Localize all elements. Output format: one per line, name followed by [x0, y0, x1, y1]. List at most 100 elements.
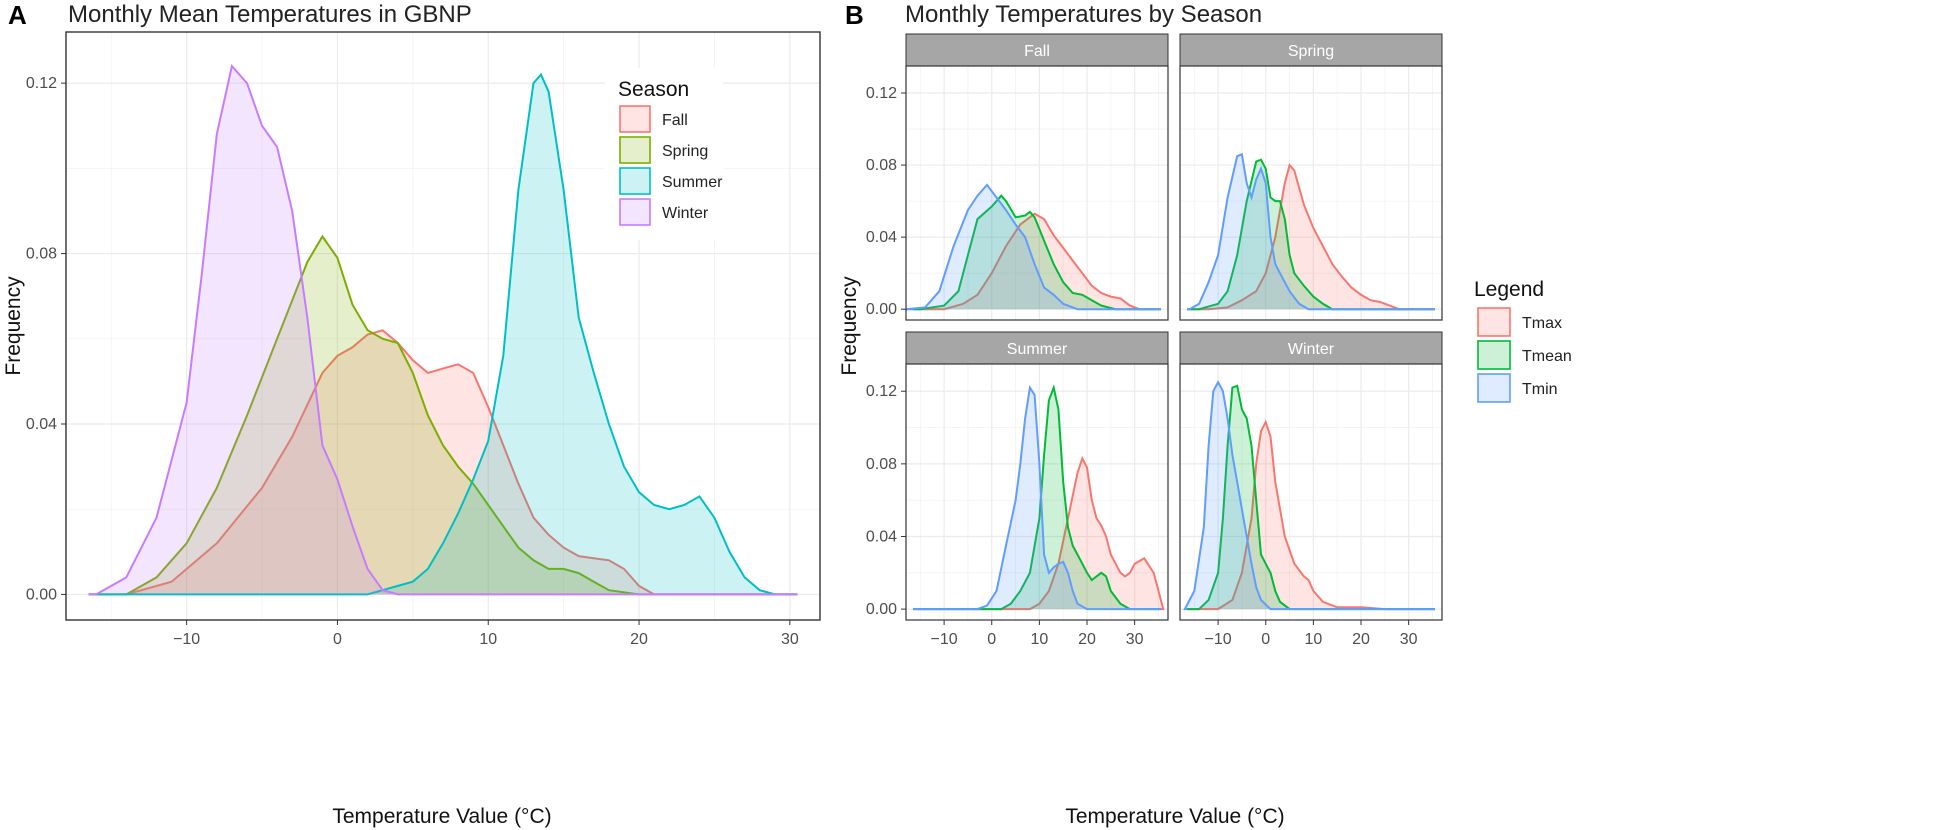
chart-a-legend-key-fall: [619, 105, 651, 133]
chart-a-x-tick-label: 20: [630, 631, 648, 648]
chart-a-line-spring: [88, 234, 798, 596]
chart-b-spring-line-tmin: [1187, 152, 1435, 311]
chart-a-legend: Season Fall Spring Summer Winter: [605, 68, 723, 240]
chart-a-y-tick-label: 0.08: [26, 246, 57, 263]
chart-b-legend-key-tmin: [1477, 373, 1511, 403]
chart-b-summer-y-tick-label: 0.12: [866, 383, 897, 400]
chart-b-winter-line-tmin: [1183, 380, 1435, 611]
chart-a-area-fall: [126, 330, 655, 595]
chart-b-summer-line-tmin: [913, 384, 1161, 611]
chart-b-winter-line-tmean: [1187, 384, 1435, 611]
chart-b-summer-x-tick-label: 10: [1030, 631, 1048, 648]
chart-b-winter-ticks: −10 0 10 20 30: [1205, 620, 1418, 648]
chart-b-winter-area-tmean: [1199, 385, 1290, 610]
chart-b-winter-line-tmax: [1187, 419, 1435, 611]
chart-b-winter-x-tick-label: 30: [1400, 631, 1418, 648]
chart-b-summer-y-tick-label: 0.08: [866, 456, 897, 473]
chart-b-title: Monthly Temperatures by Season: [905, 1, 1262, 28]
chart-b-summer-area-tmax: [1029, 458, 1164, 610]
chart-b-spring-line-tmean: [1187, 158, 1435, 311]
chart-b-summer-ticks: −10 0 10 20 30 0.00 0.04 0.08 0.12: [866, 383, 1144, 648]
chart-a: −10 0 10 20 30 0.000.040.080.12 Season FallS…: [26, 31, 821, 648]
chart-a-y-axis-label: Frequency: [2, 276, 25, 376]
chart-b-spring-area-tmax: [1208, 165, 1400, 310]
chart-b-winter-x-tick-label: −10: [1205, 631, 1232, 648]
chart-b-winter-x-tick-label: 0: [1261, 631, 1270, 648]
chart-b-summer-y-tick-label: 0.04: [866, 528, 897, 545]
chart-b-fall-area-tmean: [920, 195, 1116, 310]
chart-b-fall-series: [905, 183, 1161, 311]
chart-b-fall-area-tmin: [906, 184, 1078, 310]
chart-a-x-tick-label: 10: [479, 631, 497, 648]
chart-a-line-summer: [88, 72, 798, 596]
chart-b-summer-facet: Summer −10 0 10 20 30 0.00 0.04 0.08 0.12: [866, 331, 1169, 648]
chart-a-area-summer: [367, 74, 775, 595]
chart-b-fall-y-tick-label: 0.08: [866, 157, 897, 174]
chart-b-legend-key-tmean: [1477, 340, 1511, 370]
chart-b-summer-x-tick-label: 30: [1126, 631, 1144, 648]
chart-b-winter-facet: Winter −10 0 10 20 30: [1179, 331, 1443, 648]
chart-a-x-tick-label: −10: [173, 631, 200, 648]
chart-b-legend-key-tmax: [1477, 307, 1511, 337]
chart-a-x-tick-label: 30: [781, 631, 799, 648]
chart-b-winter-border: [1179, 363, 1443, 621]
chart-b-legend-items: Tmax Tmean Tmin: [1477, 307, 1572, 403]
chart-b-legend: Legend Tmax Tmean Tmin: [1474, 278, 1572, 403]
chart-b-winter-x-tick-label: 20: [1352, 631, 1370, 648]
chart-b-summer-x-tick-label: −10: [931, 631, 958, 648]
chart-a-line-fall: [88, 329, 798, 596]
chart-b-summer-series: [913, 384, 1165, 611]
chart-a-legend-label-spring: Spring: [662, 143, 708, 160]
chart-b-summer-line-tmean: [913, 384, 1161, 611]
chart-a-y-ticks: 0.00 0.04 0.08 0.12: [26, 75, 66, 603]
chart-a-x-axis-label: Temperature Value (°C): [332, 805, 551, 828]
chart-a-y-tick-label: 0.00: [26, 586, 57, 603]
panel-b-letter: B: [845, 0, 864, 30]
chart-b-summer-x-tick-label: 0: [987, 631, 996, 648]
chart-b-legend-title: Legend: [1474, 278, 1544, 301]
chart-b-winter-strip-label: Winter: [1288, 341, 1335, 358]
chart-b-fall-y-tick-label: 0.12: [866, 85, 897, 102]
chart-a-legend-title: Season: [618, 78, 689, 101]
chart-a-x-ticks: −10 0 10 20 30: [173, 620, 799, 648]
chart-a-legend-label-fall: Fall: [662, 112, 688, 129]
chart-a-y-tick-label: 0.12: [26, 75, 57, 92]
chart-b-fall-y-tick-label: 0.00: [866, 301, 897, 318]
chart-b-fall-line-tmean: [913, 194, 1161, 311]
chart-a-line-winter: [88, 63, 798, 596]
chart-b-winter-x-tick-label: 10: [1304, 631, 1322, 648]
chart-b-spring-strip-label: Spring: [1288, 43, 1334, 60]
chart-a-legend-label-winter: Winter: [662, 205, 709, 222]
chart-b-fall-line-tmin: [905, 183, 1161, 311]
chart-b-fall-y-tick-label: 0.04: [866, 229, 897, 246]
chart-a-legend-key-summer: [619, 167, 651, 195]
chart-b-spring-area-tmin: [1189, 154, 1309, 310]
chart-a-title: Monthly Mean Temperatures in GBNP: [68, 1, 472, 28]
chart-b-winter-series: [1183, 380, 1435, 611]
chart-b-spring-line-tmax: [1187, 163, 1435, 311]
chart-a-legend-key-spring: [619, 136, 651, 164]
chart-b-winter-area-tmax: [1218, 422, 1385, 610]
chart-b-winter-grid: [1180, 364, 1442, 620]
chart-b-fall-strip-label: Fall: [1024, 43, 1050, 60]
chart-b-fall-grid: [906, 66, 1168, 320]
chart-b-spring-area-tmean: [1199, 159, 1333, 310]
chart-b-fall-border: [905, 65, 1169, 321]
chart-b-summer-strip: [905, 331, 1169, 365]
chart-b-summer-x-tick-label: 20: [1078, 631, 1096, 648]
chart-b-legend-label-tmax: Tmax: [1522, 315, 1562, 332]
chart-b-legend-label-tmean: Tmean: [1522, 348, 1572, 365]
chart-b-spring-border: [1179, 65, 1443, 321]
chart-b-spring-strip: [1179, 33, 1443, 67]
chart-a-legend-background: [605, 68, 723, 240]
chart-b-summer-strip-label: Summer: [1007, 341, 1068, 358]
chart-a-legend-items: Fall Spring Summer Winter: [619, 105, 723, 226]
chart-b-spring-facet: Spring: [1179, 33, 1443, 321]
chart-b-summer-y-tick-label: 0.00: [866, 601, 897, 618]
chart-b-summer-grid: [906, 364, 1168, 620]
panel-a-letter: A: [8, 0, 27, 30]
chart-b-fall-strip: [905, 33, 1169, 67]
chart-b-fall-facet: Fall 0.00 0.04 0.08 0.12: [866, 33, 1169, 321]
chart-a-x-tick-label: 0: [333, 631, 342, 648]
